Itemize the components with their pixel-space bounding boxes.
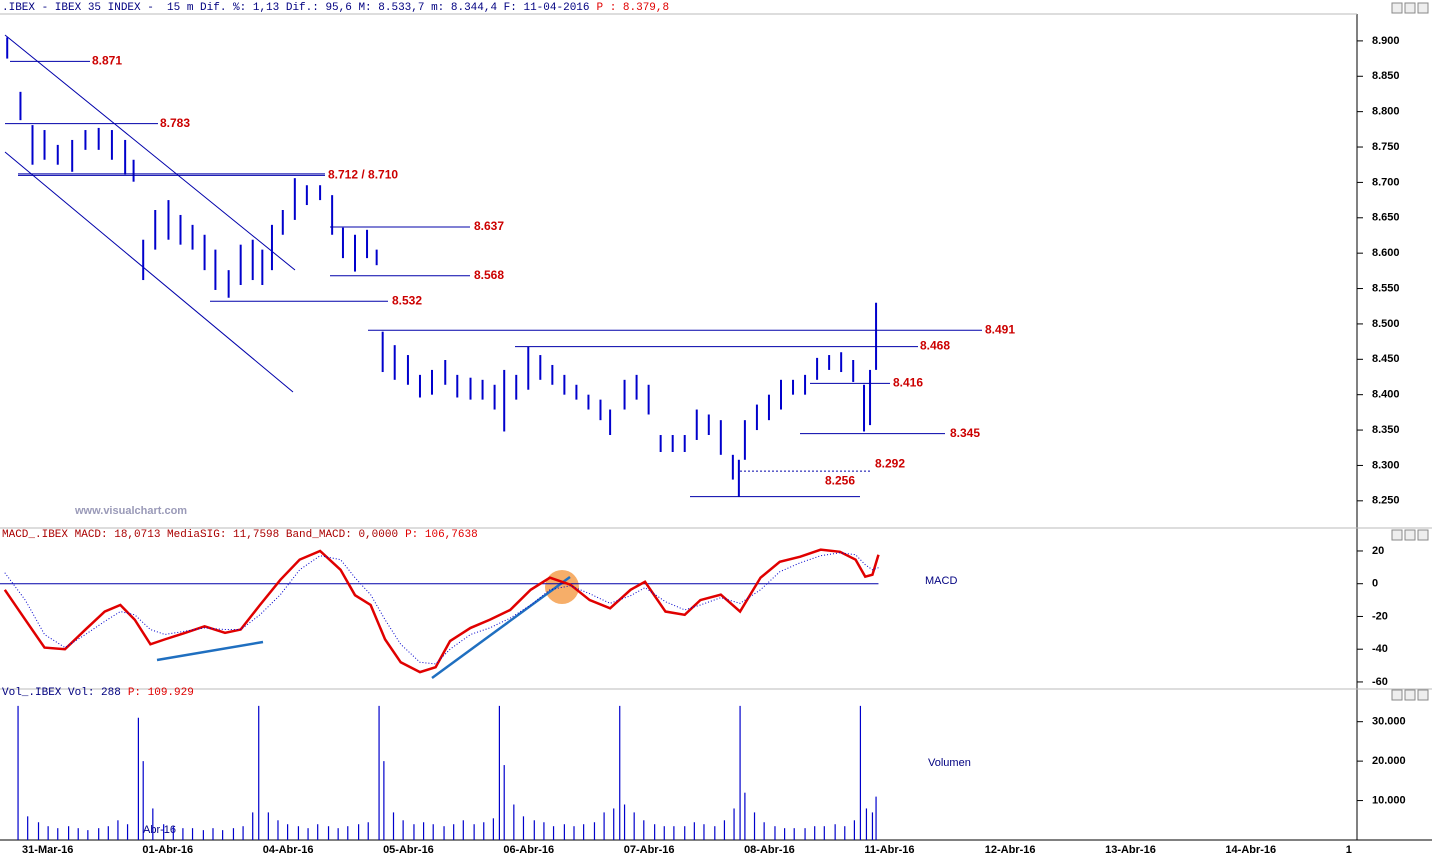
annotation: Abr-16 <box>143 824 176 836</box>
price-header: .IBEX - IBEX 35 INDEX - 15 m Dif. %: 1,1… <box>2 2 669 14</box>
watermark: www.visualchart.com <box>74 505 187 517</box>
header-price: P: 106,7638 <box>405 529 478 541</box>
y-tick-label: -40 <box>1372 643 1388 655</box>
y-tick-label: 10.000 <box>1372 794 1406 806</box>
x-tick-label: 05-Abr-16 <box>383 844 434 856</box>
panel-label: MACD <box>925 575 957 587</box>
y-tick-label: 20 <box>1372 545 1384 557</box>
x-tick-label: 14-Abr-16 <box>1225 844 1276 856</box>
x-tick-label: 1 <box>1346 844 1352 856</box>
y-tick-label: 30.000 <box>1372 716 1406 728</box>
header-price: P: 109.929 <box>128 687 194 699</box>
y-tick-label: 8.400 <box>1372 389 1400 401</box>
y-tick-label: 8.450 <box>1372 353 1400 365</box>
header-text: .IBEX - IBEX 35 INDEX - 15 m Dif. %: 1,1… <box>2 2 590 14</box>
y-tick-label: 8.500 <box>1372 318 1400 330</box>
x-tick-label: 12-Abr-16 <box>985 844 1036 856</box>
y-tick-label: 8.800 <box>1372 106 1400 118</box>
macd-line <box>4 552 879 665</box>
header-text: MACD_.IBEX MACD: 18,0713 MediaSIG: 11,75… <box>2 529 398 541</box>
x-tick-label: 07-Abr-16 <box>624 844 675 856</box>
macd-line <box>3 548 880 674</box>
trend-channel <box>4 34 296 271</box>
header-text: Vol_.IBEX Vol: 288 <box>2 687 121 699</box>
y-tick-label: 8.900 <box>1372 35 1400 47</box>
y-tick-label: -60 <box>1372 676 1388 688</box>
y-tick-label: 8.250 <box>1372 495 1400 507</box>
button[interactable] <box>1404 689 1416 701</box>
level-label: 8.345 <box>950 426 980 440</box>
button[interactable] <box>1417 2 1429 14</box>
header-price: P : 8.379,8 <box>597 2 670 14</box>
level-label: 8.568 <box>474 268 504 282</box>
x-tick-label: 01-Abr-16 <box>142 844 193 856</box>
x-tick-label: 08-Abr-16 <box>744 844 795 856</box>
button[interactable] <box>1391 689 1403 701</box>
y-tick-label: 8.650 <box>1372 212 1400 224</box>
y-tick-label: -20 <box>1372 610 1388 622</box>
level-label: 8.491 <box>985 322 1015 336</box>
y-tick-label: 8.750 <box>1372 141 1400 153</box>
y-tick-label: 8.850 <box>1372 70 1400 82</box>
button[interactable] <box>1404 529 1416 541</box>
button[interactable] <box>1417 689 1429 701</box>
volume-header: Vol_.IBEX Vol: 288 P: 109.929 <box>2 687 194 699</box>
y-tick-label: 8.550 <box>1372 282 1400 294</box>
button[interactable] <box>1391 2 1403 14</box>
y-tick-label: 8.300 <box>1372 459 1400 471</box>
level-label: 8.468 <box>920 339 950 353</box>
window-buttons[interactable] <box>1391 2 1429 701</box>
y-tick-label: 20.000 <box>1372 755 1406 767</box>
level-label: 8.712 / 8.710 <box>328 168 398 182</box>
x-tick-label: 31-Mar-16 <box>22 844 73 856</box>
level-label: 8.292 <box>875 456 905 470</box>
y-tick-label: 8.350 <box>1372 424 1400 436</box>
level-label: 8.783 <box>160 116 190 130</box>
panel-label: Volumen <box>928 757 971 769</box>
x-tick-label: 11-Abr-16 <box>864 844 914 856</box>
x-tick-label: 13-Abr-16 <box>1105 844 1156 856</box>
y-tick-label: 8.700 <box>1372 176 1400 188</box>
level-label: 8.637 <box>474 219 504 233</box>
button[interactable] <box>1404 2 1416 14</box>
x-tick-label: 06-Abr-16 <box>503 844 554 856</box>
level-label: 8.871 <box>92 54 122 68</box>
level-label: 8.256 <box>825 474 855 488</box>
level-label: 8.416 <box>893 376 923 390</box>
button[interactable] <box>1391 529 1403 541</box>
level-label: 8.532 <box>392 293 422 307</box>
trend-channel <box>4 151 294 393</box>
x-tick-label: 04-Abr-16 <box>263 844 314 856</box>
y-tick-label: 0 <box>1372 578 1378 590</box>
trend-line <box>431 575 571 680</box>
macd-header: MACD_.IBEX MACD: 18,0713 MediaSIG: 11,75… <box>2 529 478 541</box>
button[interactable] <box>1417 529 1429 541</box>
divergence-line <box>156 640 264 662</box>
y-tick-label: 8.600 <box>1372 247 1400 259</box>
